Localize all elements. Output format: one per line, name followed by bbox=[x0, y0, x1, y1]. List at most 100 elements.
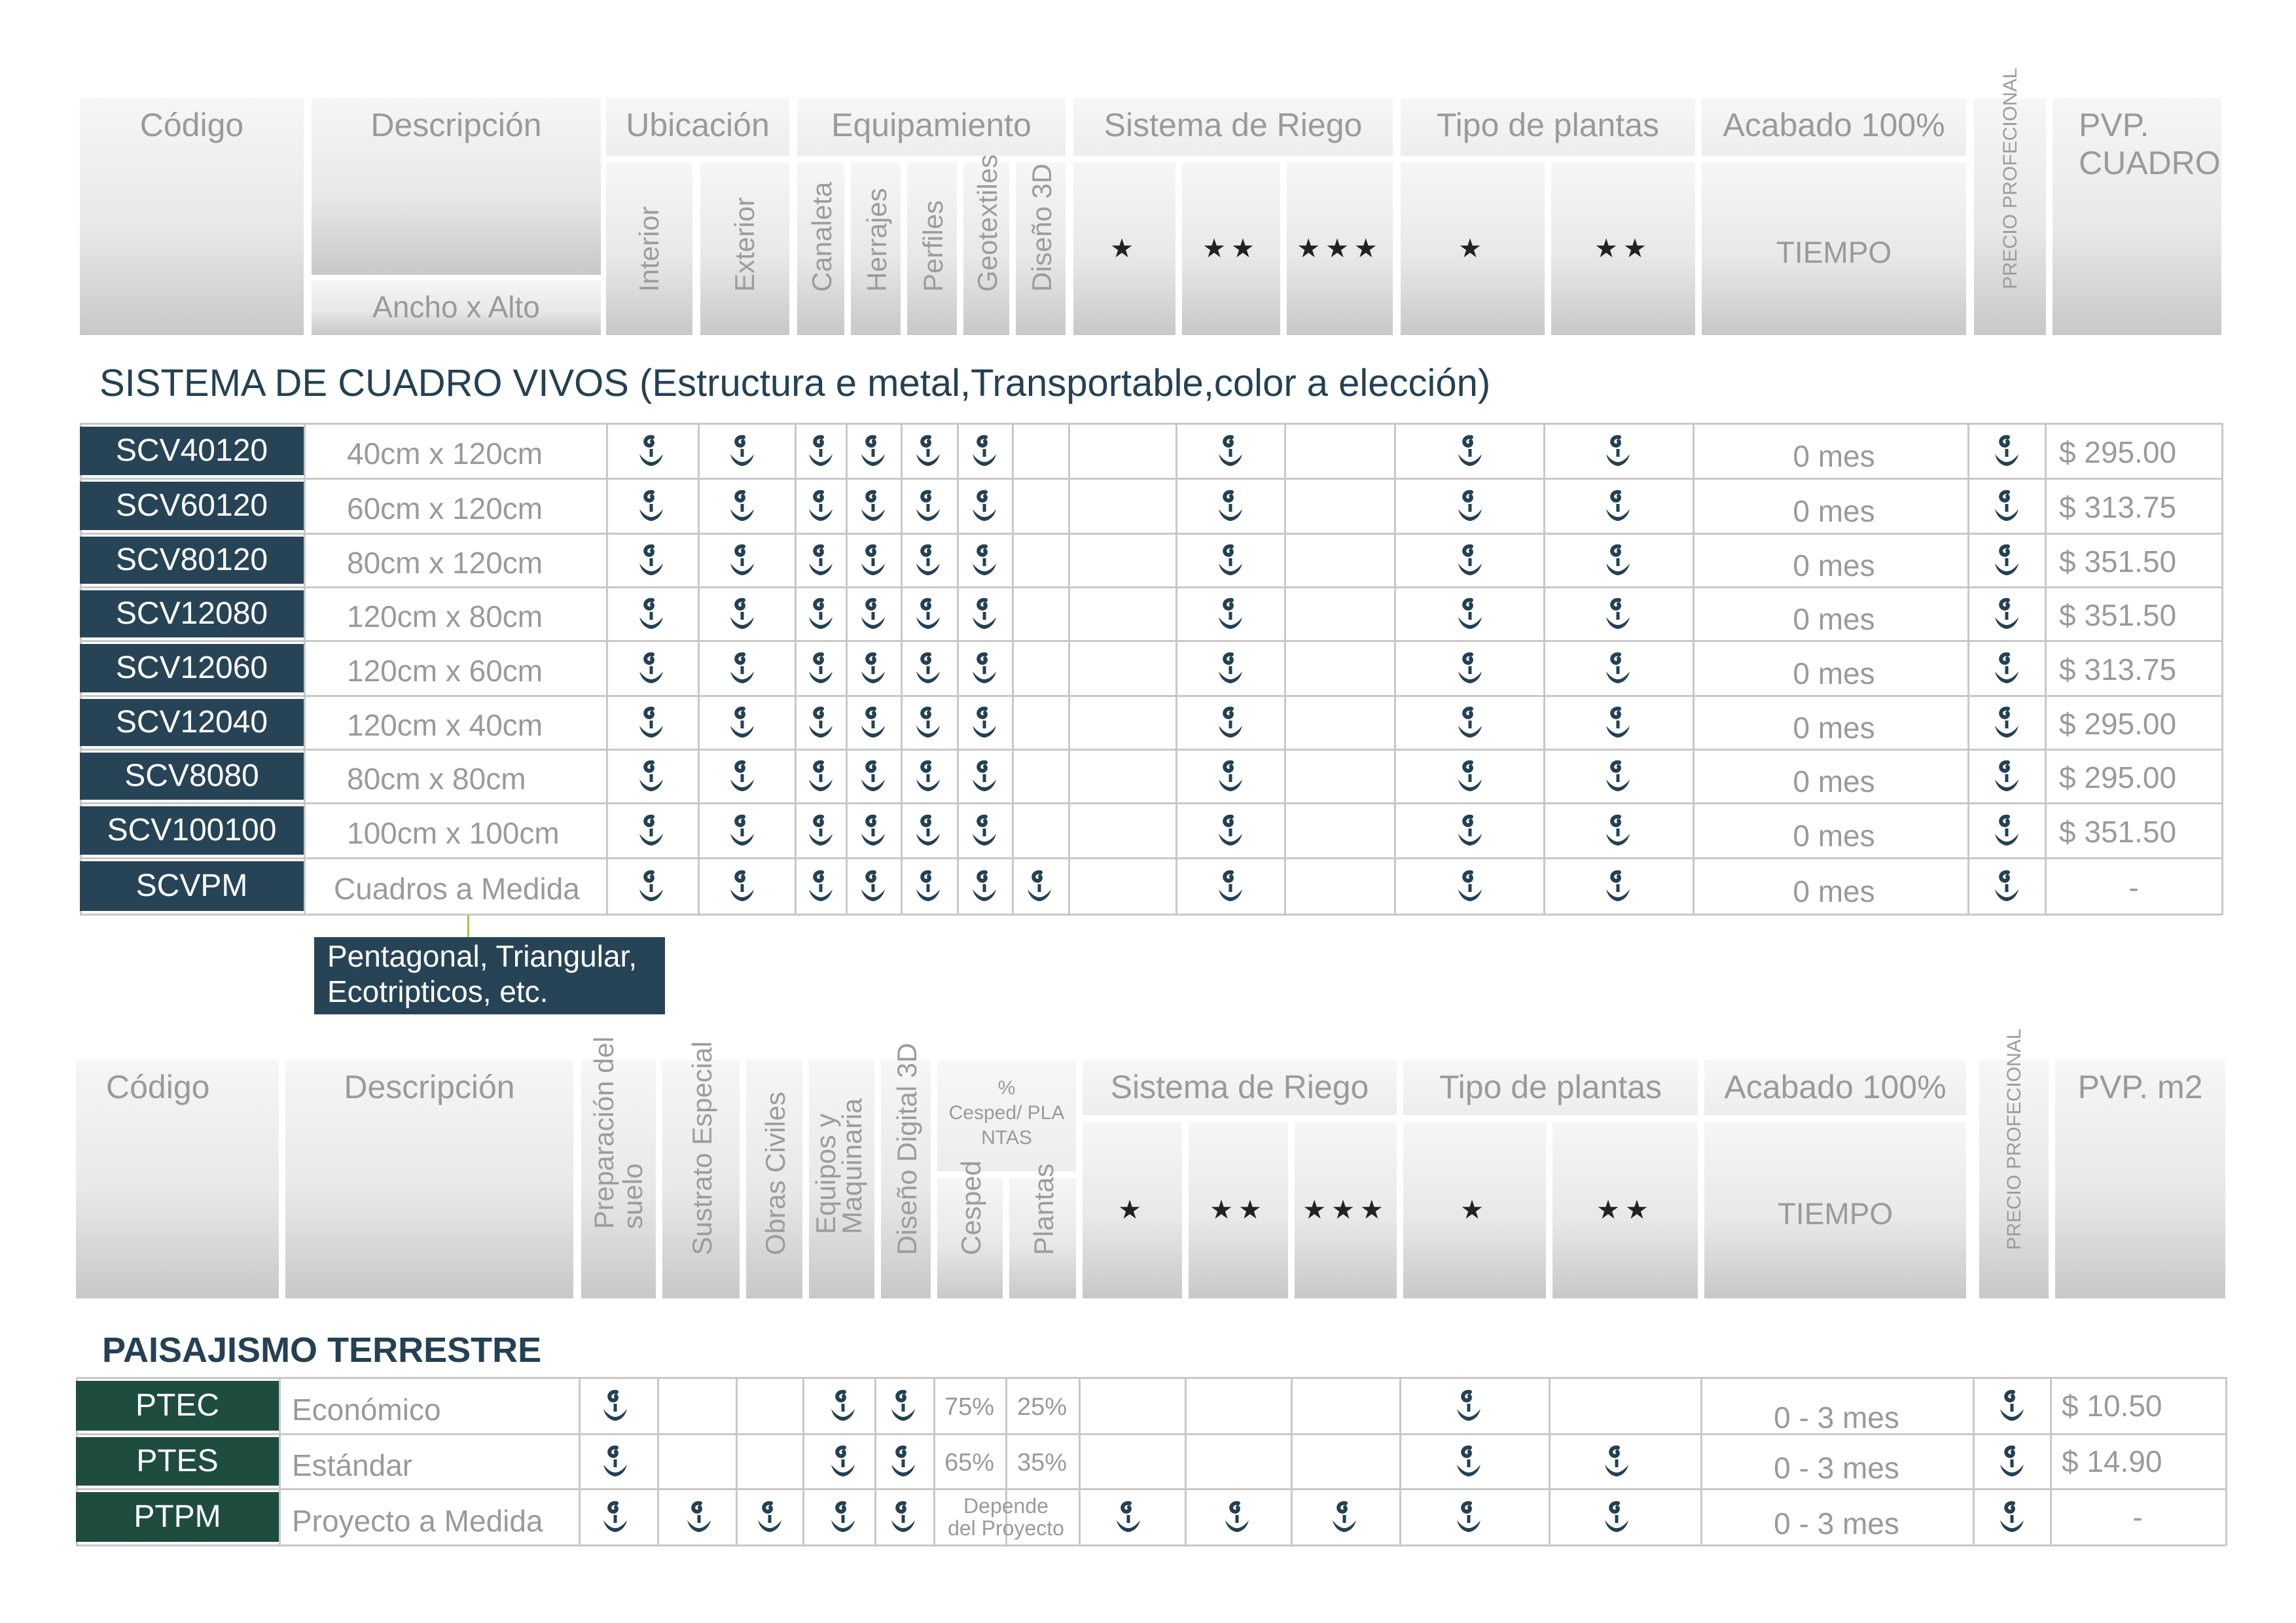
row-description: Económico bbox=[292, 1393, 441, 1427]
row-description: 120cm x 40cm bbox=[347, 708, 543, 742]
header2-plantas-label: Plantas bbox=[1028, 1163, 1059, 1255]
plant-sprout-icon bbox=[1215, 758, 1246, 795]
depende-line-1: Depende bbox=[963, 1494, 1049, 1518]
header-geotextiles: Geotextiles bbox=[963, 154, 1009, 335]
plant-sprout-icon bbox=[1602, 813, 1634, 849]
plant-sprout-icon bbox=[1602, 868, 1634, 905]
plant-sprout-icon bbox=[912, 488, 944, 525]
plant-sprout-icon bbox=[805, 705, 836, 741]
tiempo-value: 0 - 3 mes bbox=[1774, 1451, 1899, 1485]
plant-sprout-icon bbox=[1601, 1499, 1632, 1536]
header2-tiempo-label: TIEMPO bbox=[1777, 1196, 1893, 1231]
header-ubicacion-label: Ubicación bbox=[626, 107, 770, 143]
plant-sprout-icon bbox=[857, 488, 889, 525]
plant-sprout-icon bbox=[1602, 433, 1634, 470]
plant-sprout-icon bbox=[636, 433, 667, 470]
plant-sprout-icon bbox=[636, 758, 667, 795]
table1-col-divider bbox=[1068, 423, 1070, 915]
header2-sistema-riego: Sistema de Riego bbox=[1083, 1060, 1397, 1115]
plant-sprout-icon bbox=[857, 596, 889, 633]
plant-sprout-icon bbox=[888, 1388, 919, 1425]
header-herrajes: Herrajes bbox=[851, 162, 901, 335]
header-tipo-plantas: Tipo de plantas bbox=[1401, 98, 1695, 156]
plant-sprout-icon bbox=[1215, 868, 1246, 905]
header2-riego-1: ★ bbox=[1083, 1122, 1182, 1298]
plant-sprout-icon bbox=[805, 813, 836, 849]
header2-diseno-label: Diseño Digital 3D bbox=[891, 1043, 922, 1255]
plant-sprout-icon bbox=[1113, 1499, 1144, 1536]
plant-sprout-icon bbox=[1991, 596, 2022, 633]
cesped-percent: 75% bbox=[944, 1393, 995, 1421]
plant-sprout-icon bbox=[857, 705, 889, 741]
table-row: PTES Estándar 65% 35% 0 - 3 mes $ 14.90 bbox=[0, 1435, 2296, 1489]
header-equipamiento-label: Equipamiento bbox=[831, 107, 1031, 143]
row-description: Proyecto a Medida bbox=[292, 1504, 543, 1538]
price-value: $ 351.50 bbox=[2059, 544, 2177, 579]
table2-col-divider bbox=[933, 1377, 935, 1546]
plant-sprout-icon bbox=[912, 433, 944, 470]
header-acabado: Acabado 100% bbox=[1702, 98, 1966, 156]
plant-sprout-icon bbox=[969, 705, 1000, 741]
plant-sprout-icon bbox=[1454, 543, 1486, 579]
star-rating-1: ★ bbox=[1118, 1196, 1147, 1224]
plant-sprout-icon bbox=[969, 758, 1000, 795]
star-rating-3: ★★★ bbox=[1297, 234, 1383, 263]
header-ancho-alto-label: Ancho x Alto bbox=[372, 290, 540, 324]
tiempo-value: 0 mes bbox=[1793, 548, 1875, 582]
row-description: 120cm x 60cm bbox=[347, 654, 543, 688]
header2-preparacion: Preparación del suelo bbox=[581, 1037, 656, 1298]
plant-sprout-icon bbox=[1996, 1444, 2028, 1480]
header-canaleta-label: Canaleta bbox=[806, 181, 837, 292]
header-sistema-riego-label: Sistema de Riego bbox=[1103, 107, 1363, 143]
table-row: SCV12040 120cm x 40cm 0 mes $ 295.00 bbox=[0, 696, 2296, 750]
plant-sprout-icon bbox=[1454, 868, 1486, 905]
header2-descripcion-label: Descripción bbox=[344, 1069, 515, 1105]
header2-cp-line3: NTAS bbox=[981, 1127, 1032, 1149]
plant-sprout-icon bbox=[1602, 758, 1634, 795]
plant-sprout-icon bbox=[827, 1499, 859, 1536]
plant-sprout-icon bbox=[857, 868, 889, 905]
header2-equipos-line1: Equipos y bbox=[810, 1113, 841, 1234]
header-exterior-label: Exterior bbox=[729, 197, 760, 292]
plant-sprout-icon bbox=[726, 705, 758, 741]
row-description: Estándar bbox=[292, 1448, 413, 1482]
plant-sprout-icon bbox=[1991, 488, 2022, 525]
table1-row-divider bbox=[80, 586, 2221, 588]
plant-sprout-icon bbox=[805, 868, 836, 905]
plant-sprout-icon bbox=[1454, 651, 1486, 687]
tooltip-line-1: Pentagonal, Triangular, bbox=[327, 939, 637, 973]
plant-sprout-icon bbox=[805, 651, 836, 687]
code-badge: SCV100100 bbox=[80, 806, 304, 855]
plant-sprout-icon bbox=[683, 1499, 715, 1536]
price-value: $ 313.75 bbox=[2059, 652, 2177, 687]
table2-col-divider bbox=[2225, 1377, 2227, 1546]
plant-sprout-icon bbox=[1215, 813, 1246, 849]
price-value: $ 14.90 bbox=[2062, 1444, 2162, 1478]
header2-codigo-label: Código bbox=[106, 1069, 210, 1105]
plant-sprout-icon bbox=[1453, 1499, 1484, 1536]
row-description: 100cm x 100cm bbox=[347, 816, 560, 850]
plant-sprout-icon bbox=[636, 813, 667, 849]
plant-sprout-icon bbox=[969, 651, 1000, 687]
star-rating-3: ★★★ bbox=[1302, 1196, 1389, 1224]
price-value: $ 295.00 bbox=[2059, 707, 2177, 741]
header-diseno3d: Diseño 3D bbox=[1016, 162, 1066, 335]
code-badge: SCV12080 bbox=[80, 590, 304, 637]
plant-sprout-icon bbox=[805, 488, 836, 525]
table1-col-divider bbox=[1175, 423, 1177, 915]
plant-sprout-icon bbox=[912, 813, 944, 849]
table2-row-divider bbox=[76, 1377, 2225, 1379]
header-precio-profecional-label: PRECIO PROFECIONAL bbox=[2000, 67, 2021, 289]
table-row: SCV80120 80cm x 120cm 0 mes $ 351.50 bbox=[0, 534, 2296, 588]
tiempo-value: 0 - 3 mes bbox=[1774, 1400, 1899, 1435]
plant-sprout-icon bbox=[1602, 705, 1634, 741]
table-row: SCV60120 60cm x 120cm 0 mes $ 313.75 bbox=[0, 479, 2296, 534]
plant-sprout-icon bbox=[1454, 433, 1486, 470]
section-title-cuadros: SISTEMA DE CUADRO VIVOS (Estructura e me… bbox=[99, 362, 1491, 404]
header2-pvp-label: PVP. m2 bbox=[2077, 1069, 2203, 1105]
table1-col-divider bbox=[1967, 423, 1969, 915]
plant-sprout-icon bbox=[912, 868, 944, 905]
plant-sprout-icon bbox=[600, 1388, 631, 1425]
header2-sistema-riego-label: Sistema de Riego bbox=[1110, 1069, 1369, 1105]
table1-row-divider bbox=[80, 857, 2221, 859]
